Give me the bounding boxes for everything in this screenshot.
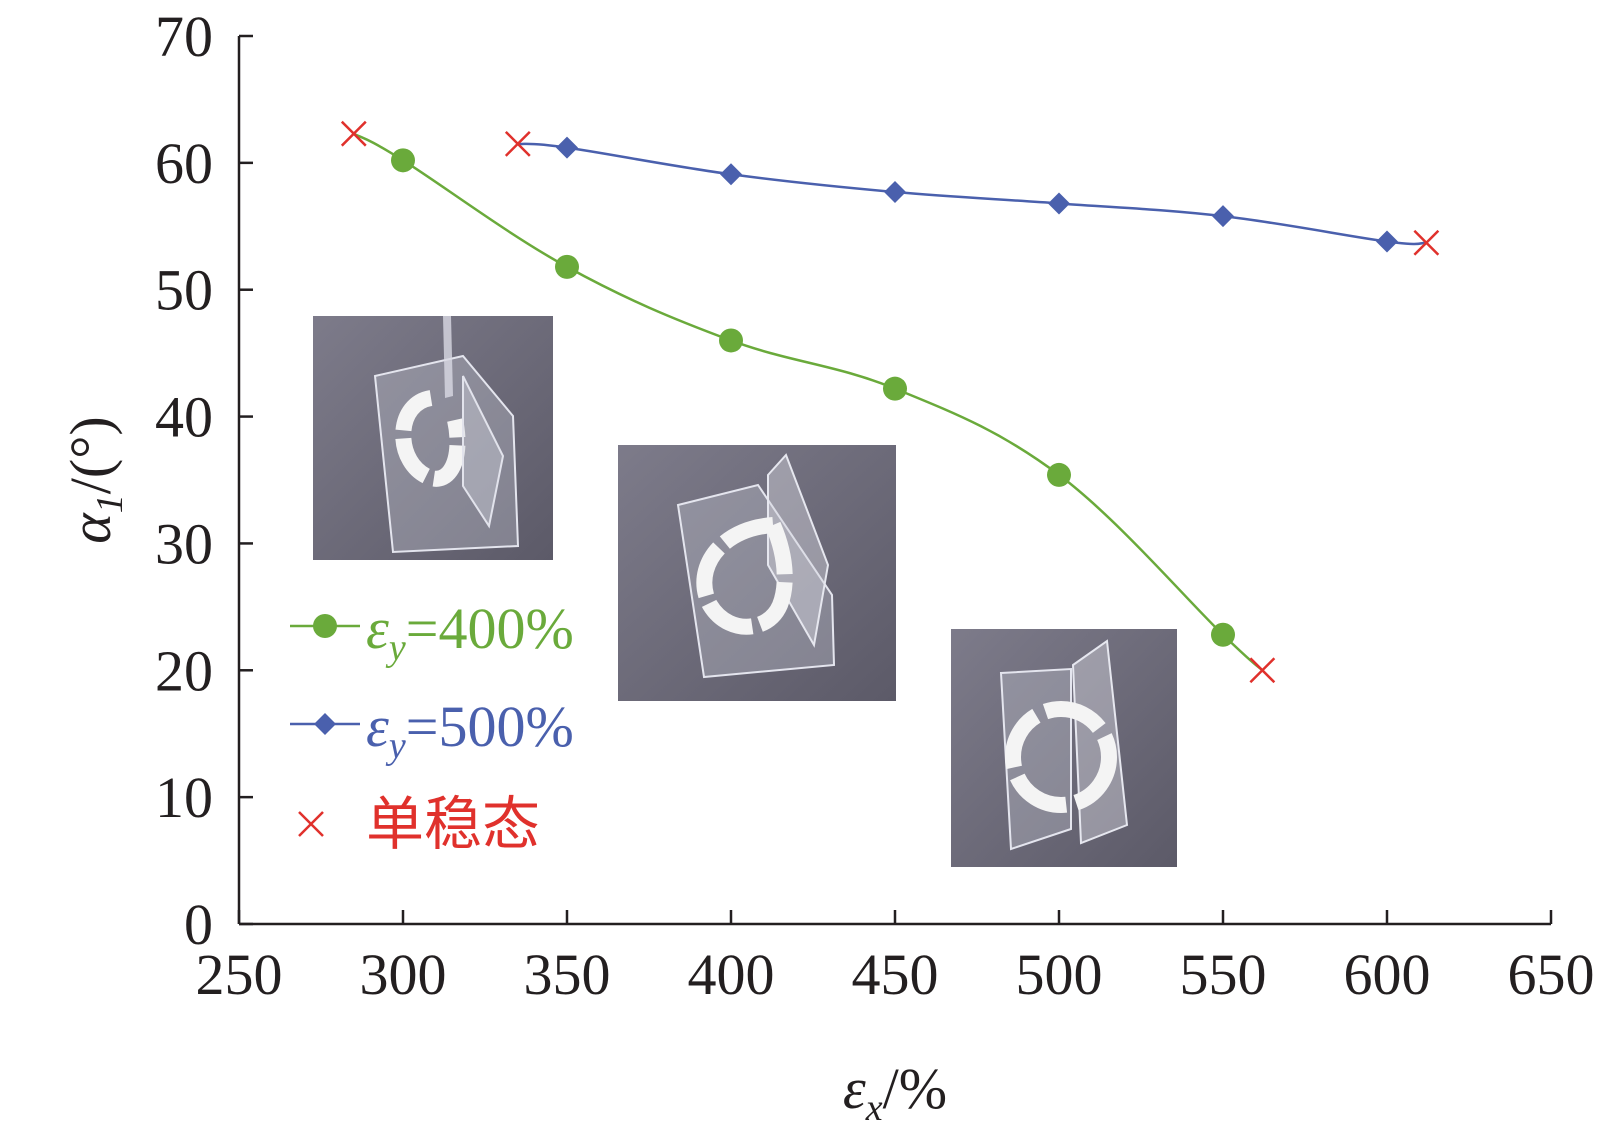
series-2	[340, 120, 1440, 684]
data-point	[1048, 192, 1070, 215]
axes: 250 300 350 400 450 500 550 600 650 0 10 20 30 40 50 60…	[58, 4, 1595, 1129]
x-tick-label: 400	[688, 942, 775, 1007]
film-photo-inset-2	[618, 445, 896, 701]
y-axis-title: α1/(°)	[58, 416, 131, 543]
legend-label: εy=400%	[366, 596, 574, 669]
x-axis-title: εx/%	[843, 1056, 947, 1129]
series-0	[353, 132, 1264, 672]
inset-photos	[313, 316, 1177, 867]
legend-item-2: 单稳态	[298, 792, 540, 857]
y-tick-label: 50	[155, 258, 213, 323]
series-1	[517, 136, 1427, 253]
data-point	[556, 136, 578, 159]
x-tick-label: 250	[196, 942, 283, 1007]
y-tick-label: 0	[184, 892, 213, 957]
data-point	[555, 254, 579, 279]
y-tick-label: 20	[155, 638, 213, 703]
y-tick-label: 70	[155, 4, 213, 69]
x-tick-label: 650	[1508, 942, 1595, 1007]
data-point	[1376, 230, 1398, 253]
x-tick-label: 300	[360, 942, 447, 1007]
data-point	[1212, 205, 1234, 228]
x-tick-label: 350	[524, 942, 611, 1007]
legend-item-0: εy=400%	[290, 596, 574, 669]
legend-marker	[314, 713, 336, 735]
x-tick-label: 500	[1016, 942, 1103, 1007]
data-point	[391, 148, 415, 173]
legend: εy=400% εy=500% 单稳态	[290, 596, 574, 857]
data-point	[504, 130, 531, 157]
legend-item-1: εy=500%	[290, 694, 574, 767]
x-tick-label: 550	[1180, 942, 1267, 1007]
data-point	[1047, 462, 1071, 487]
y-tick-label: 40	[155, 385, 213, 450]
data-point	[719, 328, 743, 353]
legend-marker	[298, 811, 324, 837]
series-layer	[340, 120, 1440, 684]
series-line	[353, 132, 1264, 672]
data-point	[883, 376, 907, 401]
legend-label: 单稳态	[366, 792, 540, 857]
x-tick-label: 600	[1344, 942, 1431, 1007]
film-photo-inset-3	[951, 629, 1177, 867]
y-tick-label: 10	[155, 765, 213, 830]
data-point	[1211, 622, 1235, 647]
y-tick-label: 60	[155, 131, 213, 196]
legend-label: εy=500%	[366, 694, 574, 767]
y-tick-label: 30	[155, 511, 213, 576]
data-point	[720, 163, 742, 186]
x-tick-label: 450	[852, 942, 939, 1007]
data-point	[1413, 229, 1440, 256]
data-point	[340, 120, 367, 147]
series-line	[517, 142, 1427, 246]
legend-marker	[313, 614, 337, 638]
data-point	[884, 181, 906, 204]
film-photo-inset-1	[313, 316, 553, 560]
data-point	[1249, 657, 1276, 684]
